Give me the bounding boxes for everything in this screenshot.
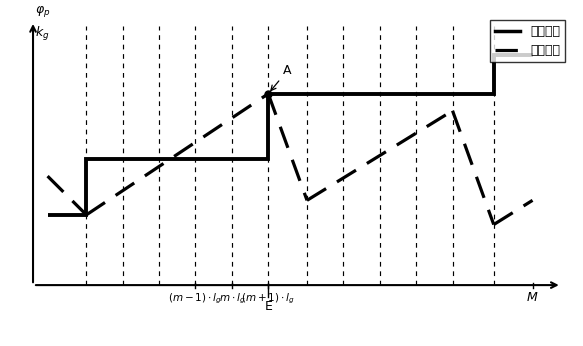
Text: $(m-1)\cdot l_g$: $(m-1)\cdot l_g$ xyxy=(168,291,223,306)
Text: $\varphi_p$: $\varphi_p$ xyxy=(36,4,51,19)
Legend: 格雷码值, 相移相位: 格雷码值, 相移相位 xyxy=(490,20,565,62)
Text: $m\cdot l_g$: $m\cdot l_g$ xyxy=(219,291,245,306)
Text: E: E xyxy=(264,300,272,313)
Text: A: A xyxy=(271,64,292,91)
Text: $k_g$: $k_g$ xyxy=(36,25,50,43)
Text: $(m+1)\cdot l_g$: $(m+1)\cdot l_g$ xyxy=(241,291,295,306)
Text: $M$: $M$ xyxy=(526,291,539,304)
